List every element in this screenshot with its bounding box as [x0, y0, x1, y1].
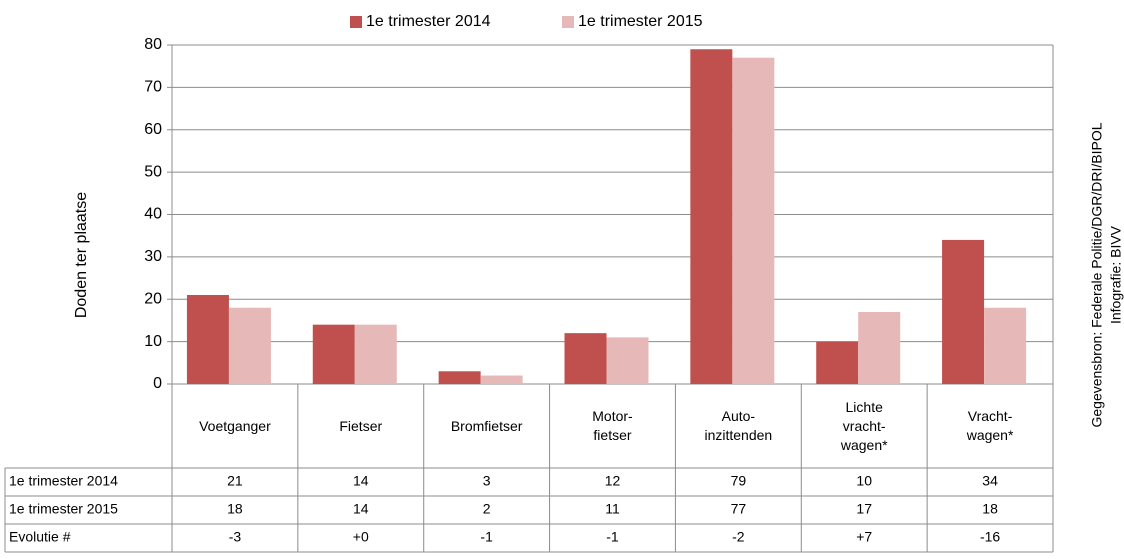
table-cell: 18	[982, 501, 998, 517]
table-cell: +7	[856, 529, 872, 545]
table-cell: 21	[227, 473, 243, 489]
table-cell: 34	[982, 473, 998, 489]
x-tick-label: Fietser	[339, 417, 383, 434]
x-tick-label: Voetganger	[199, 417, 271, 434]
table-cell: 12	[605, 473, 621, 489]
y-tick-label: 40	[144, 206, 162, 223]
bar	[186, 295, 229, 384]
table-cell: -1	[480, 529, 493, 545]
bar	[312, 324, 355, 384]
x-tick-label: Motor- fietser	[592, 408, 633, 443]
bar	[816, 341, 859, 384]
y-tick-label: 60	[144, 121, 162, 138]
bar	[354, 324, 397, 384]
table-cell: 17	[856, 501, 872, 517]
bar	[690, 49, 733, 385]
legend-swatch	[562, 16, 574, 28]
y-tick-label: 0	[153, 375, 162, 392]
table-cell: 2	[483, 501, 491, 517]
row-label: 1e trimester 2014	[9, 473, 118, 489]
x-tick-label: Lichte vracht- wagen*	[840, 398, 888, 453]
row-label: 1e trimester 2015	[9, 501, 118, 517]
y-tick-label: 70	[144, 79, 162, 96]
credit: Infografie: BIVV	[1108, 225, 1124, 324]
table-cell: 10	[856, 473, 872, 489]
legend-label: 1e trimester 2014	[366, 13, 491, 30]
table-cell: 14	[353, 501, 369, 517]
table-cell: -16	[980, 529, 1000, 545]
bar	[942, 239, 985, 384]
bar	[732, 57, 775, 385]
bar	[564, 333, 607, 384]
table-cell: -2	[732, 529, 745, 545]
table-cell: 14	[353, 473, 369, 489]
legend-swatch	[350, 16, 362, 28]
y-tick-label: 30	[144, 248, 162, 265]
bar	[606, 337, 649, 384]
table-cell: +0	[353, 529, 369, 545]
bar	[858, 311, 901, 384]
y-axis-label: Doden ter plaatse	[73, 192, 90, 318]
y-tick-label: 80	[144, 36, 162, 53]
table-cell: 77	[731, 501, 747, 517]
legend-label: 1e trimester 2015	[578, 13, 703, 30]
source: Gegevensbron: Federale Politie/DGR/DRI/B…	[1089, 122, 1105, 427]
x-tick-label: Bromfietser	[450, 417, 523, 434]
x-tick-label: Auto- inzittenden	[704, 408, 773, 443]
bar	[984, 307, 1027, 384]
table-cell: 18	[227, 501, 243, 517]
bar	[438, 371, 481, 384]
y-tick-label: 10	[144, 333, 162, 350]
table-cell: 11	[605, 501, 620, 517]
x-tick-label: Vracht- wagen*	[966, 408, 1014, 443]
table-cell: 3	[483, 473, 491, 489]
y-tick-label: 20	[144, 290, 162, 307]
table-cell: -1	[606, 529, 619, 545]
y-tick-label: 50	[144, 163, 162, 180]
row-label: Evolutie #	[9, 529, 71, 545]
bar	[480, 375, 523, 384]
bar	[228, 307, 271, 384]
table-cell: -3	[229, 529, 242, 545]
table-cell: 79	[731, 473, 747, 489]
